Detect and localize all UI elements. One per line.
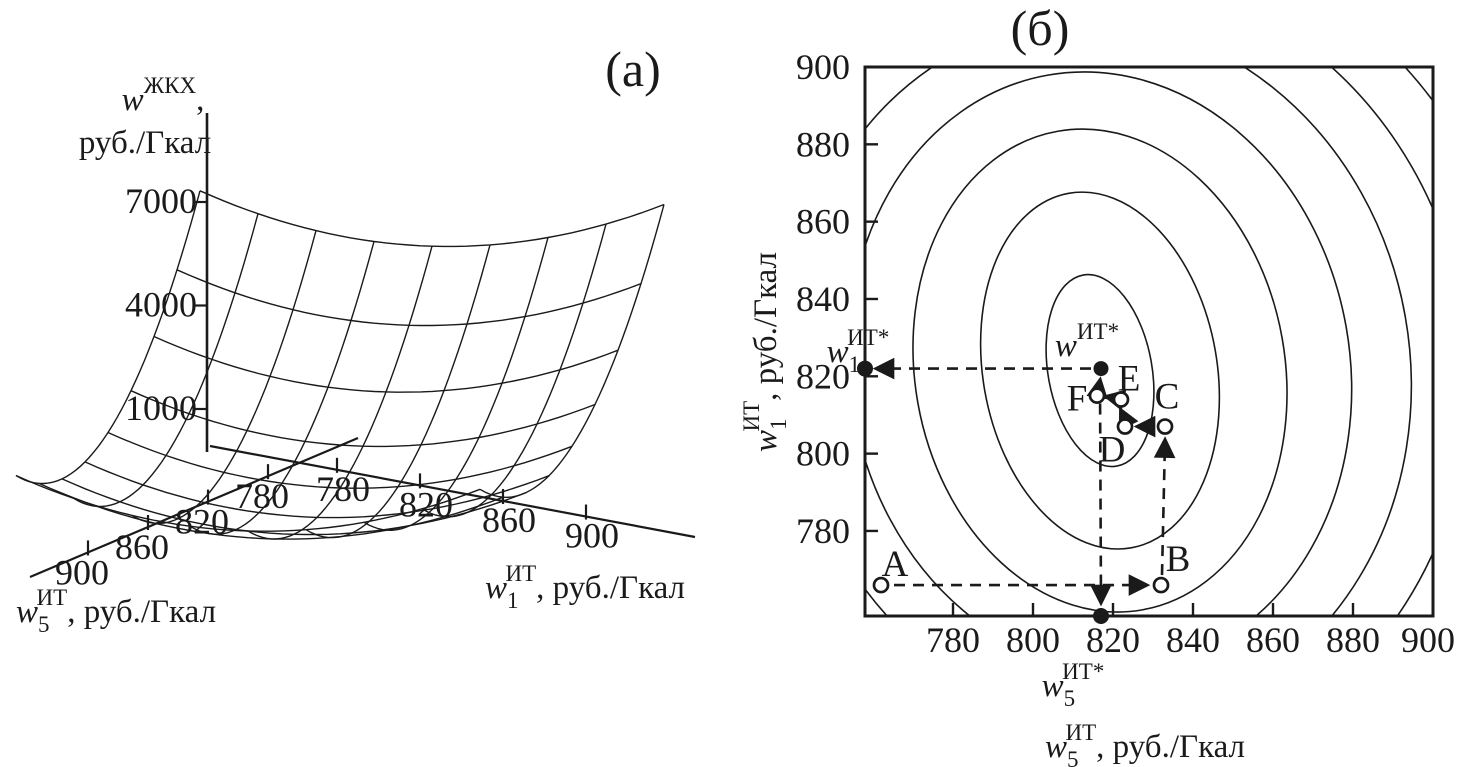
panel-b-title: (б) bbox=[1011, 0, 1070, 56]
panel-a-title: (а) bbox=[605, 41, 661, 97]
contour-level bbox=[979, 191, 1221, 550]
mesh-line-w5 bbox=[153, 335, 619, 393]
w5-tick-label: 900 bbox=[55, 552, 109, 592]
w1-tick-label: 820 bbox=[399, 484, 453, 524]
x-tick-label: 880 bbox=[1326, 620, 1380, 660]
point-E bbox=[1112, 391, 1130, 408]
mesh-line-w1 bbox=[305, 244, 491, 539]
projection-to-x-axis bbox=[1090, 384, 1112, 607]
w1-axis-label: w1ИТ, руб./Гкал bbox=[485, 561, 685, 613]
point-label-A: A bbox=[882, 544, 909, 585]
x-tick-label: 860 bbox=[1246, 620, 1300, 660]
w5-tick-label: 820 bbox=[175, 502, 229, 542]
point-label-E: E bbox=[1118, 358, 1141, 399]
z-tick-label: 1000 bbox=[125, 388, 197, 428]
mesh-line-w5 bbox=[130, 390, 596, 448]
optimum-point bbox=[1093, 361, 1109, 377]
x-axis-optimum-dot bbox=[1093, 608, 1109, 624]
y-axis-optimum-dot bbox=[857, 360, 873, 377]
surface-wireframe bbox=[15, 190, 665, 540]
z-axis-label: wЖКХ, bbox=[122, 73, 205, 118]
y-tick-label: 800 bbox=[796, 434, 850, 474]
w1-tick-label: 900 bbox=[565, 516, 619, 556]
point-label-B: B bbox=[1166, 539, 1191, 580]
w5-axis bbox=[29, 436, 359, 579]
point-label-F: F bbox=[1067, 379, 1088, 420]
x-tick-label: 840 bbox=[1166, 620, 1220, 660]
panel-b-contour-plot: 780 800 820 840 860 880 900 780 800 820 840 860 880 9… bbox=[739, 47, 1455, 767]
mesh-line-w1 bbox=[479, 204, 665, 499]
point-label-C: C bbox=[1155, 377, 1180, 418]
w5-tick-label: 860 bbox=[115, 527, 169, 567]
mesh-line-w1 bbox=[15, 190, 201, 485]
w1-tick-label: 780 bbox=[316, 469, 370, 509]
y-tick-label: 840 bbox=[796, 279, 850, 319]
x-axis-label: w5ИТ, руб./Гкал bbox=[1045, 720, 1245, 767]
y-tick-label: 880 bbox=[796, 124, 850, 164]
y-axis-marker-label: w1ИТ* bbox=[827, 325, 890, 377]
y-axis-label: w1ИТ, руб./Гкал bbox=[739, 252, 791, 452]
contour-lines bbox=[866, 68, 1432, 615]
contour-level bbox=[866, 71, 1353, 615]
mesh-line-w1 bbox=[247, 246, 433, 540]
point-B bbox=[1152, 576, 1170, 594]
x-axis-marker-label: w5ИТ* bbox=[1042, 659, 1105, 711]
path-B-C bbox=[1153, 436, 1176, 576]
x-tick-label: 780 bbox=[926, 620, 980, 660]
z-axis-label-units: руб./Гкал bbox=[79, 125, 211, 161]
mesh-line-w1 bbox=[73, 213, 259, 508]
contour-level bbox=[866, 68, 1432, 615]
contour-level bbox=[1045, 273, 1155, 468]
x-tick-label: 900 bbox=[1401, 620, 1455, 660]
w5-axis-label: w5ИТ, руб./Гкал bbox=[16, 585, 216, 637]
mesh-line-w1 bbox=[363, 237, 549, 532]
x-tick-label: 820 bbox=[1086, 620, 1140, 660]
mesh-line-w5 bbox=[176, 269, 642, 327]
contour-level bbox=[912, 128, 1288, 613]
plot-frame bbox=[863, 65, 1435, 618]
y-tick-label: 900 bbox=[796, 47, 850, 87]
path-D-E bbox=[1118, 406, 1139, 431]
path-E-F bbox=[1102, 389, 1127, 411]
mesh-line-w1 bbox=[131, 230, 317, 525]
contour-level bbox=[866, 68, 1413, 615]
y-tick-label: 780 bbox=[796, 511, 850, 551]
point-F bbox=[1088, 387, 1106, 404]
point-label-D: D bbox=[1099, 430, 1126, 471]
w1-tick-label: 860 bbox=[482, 500, 536, 540]
point-D bbox=[1116, 418, 1134, 435]
x-tick-label: 800 bbox=[1006, 620, 1060, 660]
mesh-line-w1 bbox=[189, 241, 375, 535]
w1-axis bbox=[209, 444, 696, 539]
z-tick-label: 4000 bbox=[125, 285, 197, 325]
mesh-line-w1 bbox=[421, 223, 607, 518]
z-tick-label: 7000 bbox=[125, 181, 197, 221]
point-A bbox=[872, 576, 890, 594]
mesh-line-w5 bbox=[199, 190, 665, 248]
point-C bbox=[1156, 418, 1174, 435]
y-tick-label: 860 bbox=[796, 202, 850, 242]
w5-tick-label: 780 bbox=[235, 476, 289, 516]
optimum-label: wИТ* bbox=[1055, 319, 1119, 364]
y-tick-label: 820 bbox=[796, 356, 850, 396]
